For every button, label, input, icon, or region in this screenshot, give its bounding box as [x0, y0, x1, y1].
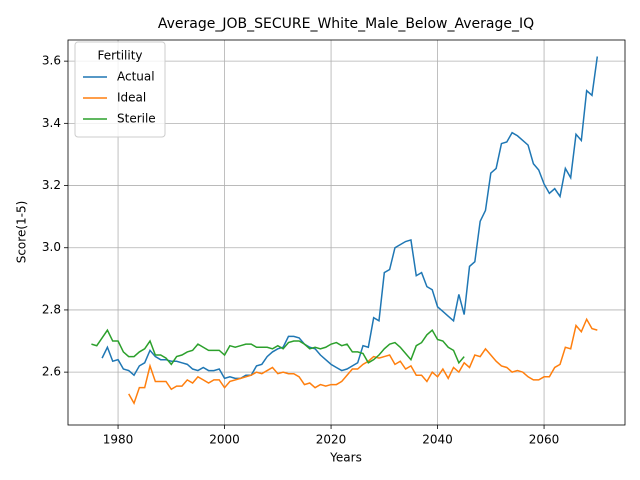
y-tick-label: 2.6 — [42, 365, 61, 379]
data-line — [128, 317, 598, 406]
y-tick-label: 3.0 — [42, 240, 61, 254]
y-axis-label: Score(1-5) — [15, 201, 29, 264]
y-tick-label: 3.6 — [42, 54, 61, 68]
legend-label: Ideal — [117, 91, 146, 105]
data-line — [91, 328, 465, 366]
legend-title: Fertility — [97, 49, 142, 63]
legend-label: Actual — [117, 70, 155, 84]
legend: Fertility Actual Ideal Sterile — [74, 41, 166, 138]
x-tick-label: 2000 — [209, 433, 240, 447]
y-tick-label: 2.8 — [42, 302, 61, 316]
x-axis-label: Years — [329, 451, 362, 465]
x-tick-label: 2060 — [529, 433, 560, 447]
y-tick-label: 3.4 — [42, 116, 61, 130]
y-tick-label: 3.2 — [42, 178, 61, 192]
x-tick-label: 2040 — [422, 433, 453, 447]
x-tick-label: 1980 — [103, 433, 134, 447]
data-line — [101, 56, 599, 380]
legend-label: Sterile — [117, 112, 156, 126]
legend-box — [74, 41, 166, 138]
x-tick-label: 2020 — [316, 433, 347, 447]
chart-title: Average_JOB_SECURE_White_Male_Below_Aver… — [158, 16, 534, 32]
plot-frame — [67, 39, 626, 426]
